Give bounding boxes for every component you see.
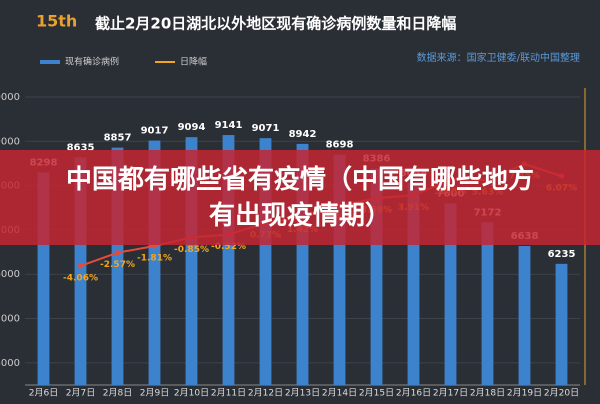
y-tick-label: 5000: [0, 314, 20, 325]
x-tick-label: 2月16日: [396, 388, 431, 399]
source: 数据来源：国家卫健委/联动中国整理: [417, 51, 580, 64]
bar: [407, 183, 420, 385]
legend-label: 现有确诊病例: [65, 56, 119, 68]
data-label: -0.85%: [174, 245, 209, 255]
x-tick-label: 2月14日: [322, 388, 357, 399]
point: [78, 263, 83, 269]
bar: [481, 222, 494, 385]
x-tick-label: 2月17日: [433, 388, 468, 399]
bar: [444, 203, 457, 385]
y-tick-label: 6000: [0, 269, 20, 280]
data-label: -0.52%: [211, 242, 246, 252]
y-tick-label: 9000: [0, 136, 20, 147]
x-tick-label: 2月10日: [174, 388, 209, 399]
x-tick-label: 2月15日: [359, 388, 394, 399]
x-tick-label: 2月13日: [285, 388, 320, 399]
data-label: 9094: [178, 122, 206, 133]
data-label: -4.06%: [63, 273, 98, 283]
bar: [148, 140, 161, 385]
bar: [37, 172, 50, 385]
chart-title: 截止2月20日湖北以外地区现有确诊病例数量和日降幅: [95, 15, 456, 33]
bar: [296, 143, 309, 385]
data-label: 8698: [326, 140, 354, 151]
y-tick-label: 10000: [0, 92, 20, 103]
x-tick-label: 2月11日: [211, 388, 246, 399]
x-tick-label: 2月8日: [103, 388, 132, 399]
bar: [74, 157, 87, 385]
data-label: 9071: [252, 123, 280, 134]
legend-swatch: [40, 60, 60, 64]
data-label: -2.57%: [100, 260, 135, 270]
data-label: 8857: [104, 133, 132, 144]
legend-label: 日降幅: [180, 56, 207, 68]
data-label: -1.81%: [137, 253, 172, 263]
data-label: 9017: [141, 126, 169, 137]
x-tick-label: 2月18日: [470, 388, 505, 399]
x-tick-label: 2月6日: [29, 388, 58, 399]
x-tick-label: 2月20日: [544, 388, 579, 399]
bar: [518, 245, 531, 385]
bar: [259, 138, 272, 385]
x-tick-label: 2月7日: [66, 388, 95, 399]
point: [115, 250, 120, 256]
data-label: 6235: [548, 249, 576, 260]
bar: [185, 137, 198, 385]
bar: [370, 168, 383, 385]
banner-text: 中国都有哪些省有疫情（中国有哪些地方有出现疫情期）: [65, 164, 534, 231]
data-label: 8942: [289, 129, 317, 140]
logo: 15th: [36, 12, 77, 31]
x-tick-label: 2月12日: [248, 388, 283, 399]
bar: [222, 135, 235, 385]
bar: [555, 263, 568, 385]
data-label: 9141: [215, 120, 243, 131]
x-tick-label: 2月19日: [507, 388, 542, 399]
bar: [333, 154, 346, 385]
data-label: 8635: [67, 142, 95, 153]
bar: [111, 147, 124, 385]
x-tick-label: 2月9日: [140, 388, 169, 399]
banner: 中国都有哪些省有疫情（中国有哪些地方有出现疫情期）: [0, 150, 600, 245]
y-tick-label: 4000: [0, 358, 20, 369]
